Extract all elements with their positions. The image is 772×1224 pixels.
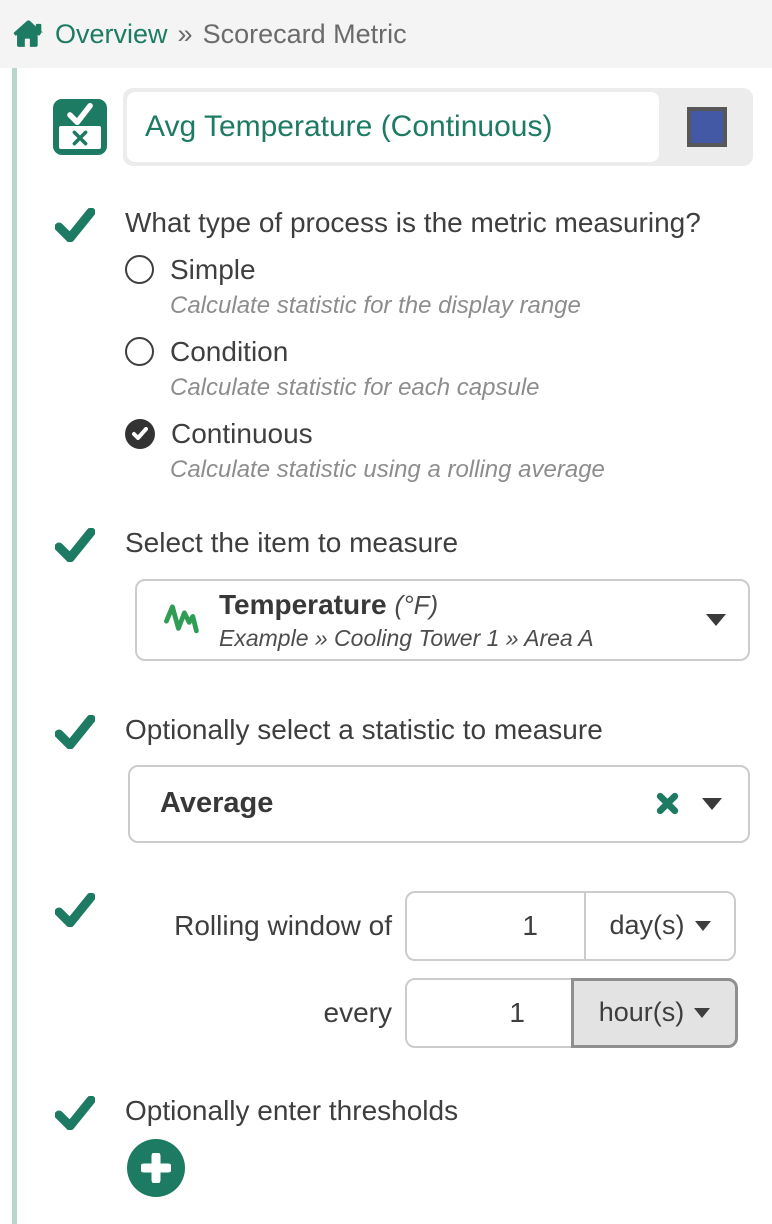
scorecard-metric-icon	[53, 99, 107, 155]
statistic-question: Optionally select a statistic to measure	[125, 714, 603, 746]
every-unit-dropdown[interactable]: hour(s)	[571, 977, 738, 1048]
step-complete-icon	[54, 891, 97, 1048]
chevron-down-icon	[694, 920, 711, 931]
step-complete-icon	[54, 1094, 97, 1198]
statistic-dropdown[interactable]: Average	[128, 764, 750, 843]
color-swatch-button[interactable]	[687, 107, 727, 147]
item-unit: (°F)	[394, 590, 439, 621]
window-unit-dropdown[interactable]: day(s)	[584, 890, 736, 961]
every-label: every	[323, 996, 392, 1028]
item-path: Example » Cooling Tower 1 » Area A	[219, 624, 594, 651]
chevron-down-icon	[702, 797, 722, 810]
scorecard-metric-panel: What type of process is the metric measu…	[12, 68, 772, 1224]
metric-name-input[interactable]	[127, 92, 659, 162]
add-threshold-button[interactable]	[127, 1139, 185, 1198]
item-section: Select the item to measure Temperature (°…	[17, 526, 753, 662]
breadcrumb-separator: »	[177, 18, 193, 49]
step-complete-icon	[54, 713, 97, 843]
every-value-input[interactable]	[405, 977, 573, 1048]
rolling-window-label: Rolling window of	[174, 909, 392, 941]
rolling-every-row: every hour(s)	[125, 977, 753, 1048]
radio-unchecked-icon[interactable]	[125, 337, 154, 367]
radio-option-condition[interactable]: Condition	[125, 336, 288, 368]
statistic-value: Average	[160, 787, 274, 820]
radio-option-simple[interactable]: Simple	[125, 254, 256, 286]
radio-unchecked-icon[interactable]	[125, 255, 154, 285]
process-type-question: What type of process is the metric measu…	[125, 207, 701, 238]
thresholds-section: Optionally enter thresholds	[17, 1094, 753, 1198]
breadcrumb: Overview » Scorecard Metric	[0, 0, 772, 68]
option-help-text: Calculate statistic for each capsule	[170, 373, 540, 401]
metric-name-group	[123, 88, 753, 166]
step-complete-icon	[54, 206, 97, 500]
step-complete-icon	[54, 526, 97, 662]
window-value-input[interactable]	[405, 890, 586, 961]
chevron-down-icon	[694, 1007, 711, 1018]
signal-icon	[164, 604, 199, 634]
option-help-text: Calculate statistic using a rolling aver…	[170, 455, 605, 483]
home-icon[interactable]	[12, 19, 45, 49]
item-dropdown[interactable]: Temperature (°F) Example » Cooling Tower …	[135, 579, 750, 662]
item-name: Temperature	[219, 589, 387, 621]
plus-icon	[141, 1153, 171, 1184]
radio-checked-icon[interactable]	[125, 418, 155, 449]
rolling-window-section: Rolling window of day(s) every hour(s)	[17, 890, 753, 1048]
rolling-window-row: Rolling window of day(s)	[125, 890, 753, 961]
radio-option-continuous[interactable]: Continuous	[125, 418, 313, 450]
metric-title-row	[53, 88, 753, 166]
breadcrumb-current: Scorecard Metric	[202, 18, 407, 49]
thresholds-question: Optionally enter thresholds	[125, 1094, 459, 1126]
clear-selection-icon[interactable]	[655, 791, 680, 816]
statistic-section: Optionally select a statistic to measure…	[17, 713, 753, 843]
breadcrumb-overview-link[interactable]: Overview	[55, 18, 168, 49]
process-type-section: What type of process is the metric measu…	[17, 206, 753, 500]
chevron-down-icon	[706, 614, 726, 627]
item-question: Select the item to measure	[125, 526, 459, 558]
option-help-text: Calculate statistic for the display rang…	[170, 291, 581, 319]
